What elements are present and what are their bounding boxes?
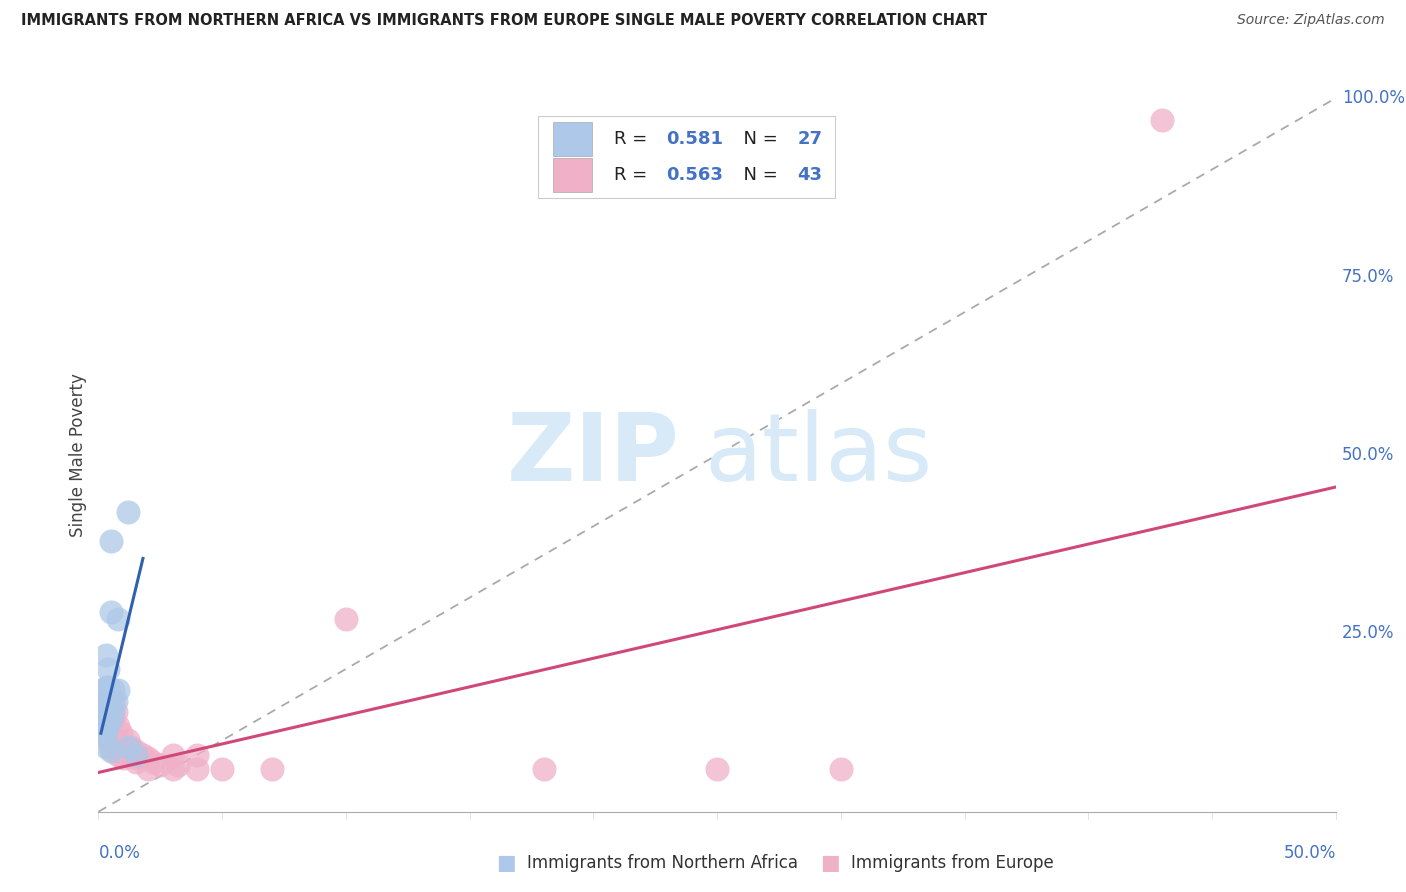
- Point: [94, 726, 117, 740]
- Point: [162, 762, 184, 776]
- Point: [94, 694, 117, 708]
- Text: ■: ■: [820, 854, 839, 873]
- Point: [94, 712, 117, 726]
- Point: [136, 762, 159, 776]
- Point: [100, 712, 122, 726]
- Point: [120, 740, 142, 755]
- Text: 0.581: 0.581: [666, 130, 723, 148]
- Point: [186, 762, 208, 776]
- Point: [103, 712, 125, 726]
- Text: R =: R =: [614, 130, 654, 148]
- Point: [93, 705, 115, 719]
- Text: 27: 27: [797, 130, 823, 148]
- Point: [107, 612, 129, 626]
- Text: R =: R =: [614, 166, 654, 184]
- Text: 75.0%: 75.0%: [1341, 268, 1395, 285]
- Point: [117, 733, 139, 747]
- Point: [94, 740, 117, 755]
- Point: [124, 744, 146, 758]
- Point: [110, 726, 132, 740]
- Text: IMMIGRANTS FROM NORTHERN AFRICA VS IMMIGRANTS FROM EUROPE SINGLE MALE POVERTY CO: IMMIGRANTS FROM NORTHERN AFRICA VS IMMIG…: [21, 13, 987, 29]
- Point: [335, 612, 357, 626]
- Point: [533, 762, 555, 776]
- Text: 50.0%: 50.0%: [1284, 844, 1336, 862]
- Point: [136, 751, 159, 765]
- Point: [100, 744, 122, 758]
- FancyBboxPatch shape: [553, 158, 592, 193]
- Point: [107, 747, 129, 762]
- Point: [124, 747, 146, 762]
- Point: [94, 680, 117, 694]
- Point: [117, 505, 139, 519]
- Point: [103, 705, 125, 719]
- Point: [124, 755, 146, 769]
- Point: [100, 740, 122, 755]
- Point: [107, 719, 129, 733]
- Text: 43: 43: [797, 166, 823, 184]
- Text: 0.563: 0.563: [666, 166, 723, 184]
- Point: [104, 733, 127, 747]
- Text: 0.0%: 0.0%: [98, 844, 141, 862]
- Point: [124, 751, 146, 765]
- Point: [186, 747, 208, 762]
- Text: N =: N =: [733, 130, 783, 148]
- Point: [103, 744, 125, 758]
- Point: [97, 733, 120, 747]
- Point: [104, 705, 127, 719]
- Point: [94, 705, 117, 719]
- Point: [162, 747, 184, 762]
- Point: [100, 690, 122, 705]
- Point: [211, 762, 233, 776]
- Text: N =: N =: [733, 166, 783, 184]
- FancyBboxPatch shape: [537, 116, 835, 198]
- Text: atlas: atlas: [704, 409, 934, 501]
- Text: 100.0%: 100.0%: [1341, 89, 1405, 107]
- Text: 50.0%: 50.0%: [1341, 446, 1395, 464]
- Point: [260, 762, 283, 776]
- Point: [97, 719, 120, 733]
- Point: [94, 705, 117, 719]
- Point: [93, 694, 115, 708]
- Point: [97, 719, 120, 733]
- Point: [149, 758, 172, 772]
- Point: [117, 747, 139, 762]
- Point: [103, 683, 125, 698]
- Text: Immigrants from Northern Africa: Immigrants from Northern Africa: [527, 855, 799, 872]
- Text: ZIP: ZIP: [508, 409, 681, 501]
- Point: [132, 747, 155, 762]
- Point: [103, 694, 125, 708]
- Point: [112, 744, 135, 758]
- Point: [100, 605, 122, 619]
- Point: [112, 751, 135, 765]
- Point: [117, 740, 139, 755]
- Point: [100, 705, 122, 719]
- Text: Immigrants from Europe: Immigrants from Europe: [851, 855, 1053, 872]
- Point: [1152, 112, 1174, 127]
- Point: [93, 719, 115, 733]
- Point: [97, 694, 120, 708]
- Point: [100, 726, 122, 740]
- Y-axis label: Single Male Poverty: Single Male Poverty: [69, 373, 87, 537]
- Text: 25.0%: 25.0%: [1341, 624, 1395, 642]
- Text: ■: ■: [496, 854, 516, 873]
- Point: [706, 762, 728, 776]
- Point: [142, 755, 165, 769]
- Point: [94, 648, 117, 662]
- Point: [107, 683, 129, 698]
- FancyBboxPatch shape: [553, 121, 592, 156]
- Point: [166, 758, 188, 772]
- Point: [97, 662, 120, 676]
- Point: [104, 694, 127, 708]
- Point: [93, 683, 115, 698]
- Text: Source: ZipAtlas.com: Source: ZipAtlas.com: [1237, 13, 1385, 28]
- Point: [830, 762, 852, 776]
- Point: [93, 726, 115, 740]
- Point: [110, 740, 132, 755]
- Point: [94, 712, 117, 726]
- Point: [100, 533, 122, 548]
- Point: [97, 680, 120, 694]
